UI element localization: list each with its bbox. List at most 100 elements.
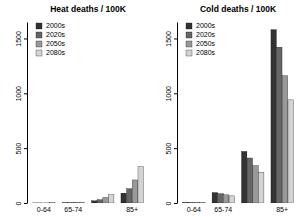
bars <box>33 167 144 203</box>
y-tick-label: 0 <box>15 201 22 205</box>
bar <box>277 47 282 203</box>
bar <box>132 180 137 203</box>
y-tick: 500 <box>15 143 27 155</box>
bar <box>103 198 108 203</box>
y-tick-mark <box>174 203 177 204</box>
legend-label: 2080s <box>196 49 216 56</box>
y-axis-line <box>177 23 178 204</box>
legend-swatch <box>186 50 192 56</box>
y-tick-mark <box>24 203 27 204</box>
y-tick: 1000 <box>165 86 177 102</box>
legend-swatch <box>36 32 42 38</box>
x-axis: 0-64 65-74 85+ <box>37 203 138 213</box>
legend-entry: 2020s <box>186 31 216 38</box>
y-tick-label: 1000 <box>15 86 22 102</box>
x-tick-label: 85+ <box>126 206 138 213</box>
bar <box>223 195 228 203</box>
bar <box>62 202 67 203</box>
bar <box>138 167 143 203</box>
bar <box>253 166 258 203</box>
legend-swatch <box>186 41 192 47</box>
bar <box>44 202 49 203</box>
x-tick-label: 65-74 <box>214 206 232 213</box>
bar <box>50 202 55 203</box>
bar <box>247 158 252 203</box>
legend-label: 2050s <box>46 40 66 47</box>
legend-entry: 2000s <box>36 22 66 29</box>
bar <box>259 172 264 203</box>
x-tick-label: 0-64 <box>187 206 201 213</box>
legend-swatch <box>186 23 192 29</box>
x-tick: 65-74 <box>214 203 232 213</box>
bar <box>242 151 247 203</box>
legend-swatch <box>36 41 42 47</box>
legend: 2000s 2020s 2050s 2080s <box>36 22 66 56</box>
bar <box>282 76 287 203</box>
bar <box>194 202 199 203</box>
bar <box>271 30 276 203</box>
y-axis: 0 500 1000 1500 <box>165 23 178 206</box>
bar <box>79 202 84 203</box>
legend-label: 2020s <box>196 31 216 38</box>
bar <box>229 196 234 203</box>
legend-swatch <box>36 23 42 29</box>
legend-label: 2050s <box>196 40 216 47</box>
panel: Heat deaths / 100K 0 500 1000 1500 0-64 65-74 8… <box>15 4 143 213</box>
y-tick-label: 1000 <box>165 86 172 102</box>
x-tick: 65-74 <box>64 203 82 213</box>
legend-swatch <box>186 32 192 38</box>
y-tick: 1000 <box>15 86 27 102</box>
x-tick: 85+ <box>126 203 138 213</box>
y-tick-mark <box>24 93 27 94</box>
y-tick: 1500 <box>15 31 27 47</box>
x-tick: 0-64 <box>187 203 201 213</box>
bar <box>97 200 102 203</box>
legend-label: 2020s <box>46 31 66 38</box>
bar <box>92 201 97 203</box>
bar <box>33 202 38 203</box>
y-tick-mark <box>24 38 27 39</box>
legend-label: 2000s <box>46 22 66 29</box>
bar <box>288 100 293 203</box>
x-tick: 85+ <box>276 203 288 213</box>
chart-title: Cold deaths / 100K <box>200 4 277 14</box>
legend-label: 2000s <box>196 22 216 29</box>
bar <box>200 202 205 203</box>
legend: 2000s 2020s 2050s 2080s <box>186 22 216 56</box>
y-tick-label: 1500 <box>165 31 172 47</box>
y-tick-mark <box>24 148 27 149</box>
bar <box>73 202 78 203</box>
x-tick-label: 65-74 <box>64 206 82 213</box>
legend-entry: 2080s <box>186 49 216 56</box>
y-tick-mark <box>174 148 177 149</box>
legend-entry: 2050s <box>186 40 216 47</box>
y-tick: 500 <box>165 143 177 155</box>
y-tick: 0 <box>15 201 27 205</box>
y-tick-label: 1500 <box>15 31 22 47</box>
bar <box>127 189 132 203</box>
legend-entry: 2000s <box>186 22 216 29</box>
bar <box>218 194 223 203</box>
legend-label: 2080s <box>46 49 66 56</box>
x-axis: 0-64 65-74 85+ <box>187 203 288 213</box>
panel: Cold deaths / 100K 0 500 1000 1500 0-64 65-74 8… <box>165 4 293 213</box>
y-tick: 0 <box>165 201 177 205</box>
bar <box>109 195 114 203</box>
y-tick-label: 0 <box>165 201 172 205</box>
bar <box>38 202 43 203</box>
bars <box>183 30 294 203</box>
bar <box>121 193 126 203</box>
x-tick-label: 0-64 <box>37 206 51 213</box>
chart-title: Heat deaths / 100K <box>50 4 126 14</box>
legend-swatch <box>36 50 42 56</box>
x-tick-label: 85+ <box>276 206 288 213</box>
bar <box>188 202 193 203</box>
bar <box>68 202 73 203</box>
y-tick-mark <box>174 93 177 94</box>
y-tick-label: 500 <box>15 143 22 155</box>
y-axis: 0 500 1000 1500 <box>15 23 28 206</box>
legend-entry: 2050s <box>36 40 66 47</box>
y-tick: 1500 <box>165 31 177 47</box>
legend-entry: 2020s <box>36 31 66 38</box>
bar <box>212 193 217 203</box>
